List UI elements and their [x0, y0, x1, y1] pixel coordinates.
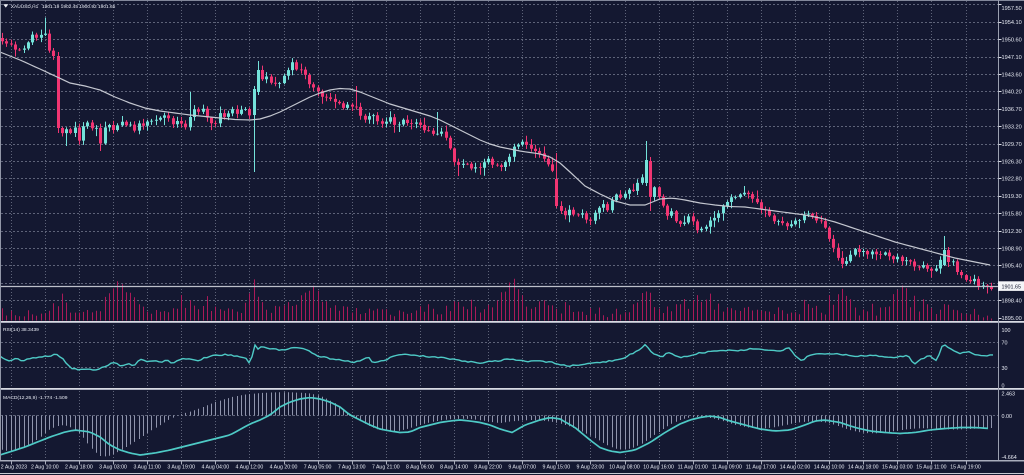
svg-text:2 Aug 2023: 2 Aug 2023 [1, 465, 27, 471]
svg-text:8 Aug 14:00: 8 Aug 14:00 [440, 465, 468, 471]
svg-text:8 Aug 22:00: 8 Aug 22:00 [474, 465, 502, 471]
svg-text:1908.90: 1908.90 [1002, 246, 1022, 252]
svg-text:1950.60: 1950.60 [1002, 38, 1022, 44]
svg-text:1901.65: 1901.65 [1002, 284, 1022, 290]
svg-text:1954.10: 1954.10 [1002, 20, 1022, 26]
svg-text:7 Aug 21:00: 7 Aug 21:00 [372, 465, 400, 471]
svg-text:1912.30: 1912.30 [1002, 229, 1022, 235]
svg-text:MACD(12,26,9) -1.774 -1.509: MACD(12,26,9) -1.774 -1.509 [3, 395, 68, 401]
svg-text:0: 0 [1002, 383, 1005, 389]
svg-text:8 Aug 06:00: 8 Aug 06:00 [406, 465, 434, 471]
svg-text:9 Aug 07:00: 9 Aug 07:00 [508, 465, 536, 471]
svg-text:1947.10: 1947.10 [1002, 55, 1022, 61]
svg-text:-4.664: -4.664 [1002, 455, 1017, 461]
svg-text:14 Aug 18:00: 14 Aug 18:00 [848, 465, 879, 471]
svg-text:1922.80: 1922.80 [1002, 177, 1022, 183]
svg-text:4 Aug 20:00: 4 Aug 20:00 [270, 465, 298, 471]
svg-text:1933.20: 1933.20 [1002, 125, 1022, 131]
svg-text:1943.60: 1943.60 [1002, 72, 1022, 78]
svg-text:14 Aug 02:00: 14 Aug 02:00 [780, 465, 811, 471]
svg-text:1929.70: 1929.70 [1002, 142, 1022, 148]
svg-text:2.463: 2.463 [1002, 392, 1016, 398]
svg-text:1926.30: 1926.30 [1002, 159, 1022, 165]
svg-text:11 Aug 01:00: 11 Aug 01:00 [678, 465, 708, 471]
svg-text:9 Aug 23:00: 9 Aug 23:00 [577, 465, 605, 471]
svg-text:3 Aug 11:00: 3 Aug 11:00 [133, 465, 160, 471]
svg-text:9 Aug 15:00: 9 Aug 15:00 [542, 465, 570, 471]
svg-text:7 Aug 13:00: 7 Aug 13:00 [338, 465, 366, 471]
svg-text:11 Aug 09:00: 11 Aug 09:00 [712, 465, 742, 471]
svg-text:2 Aug 10:00: 2 Aug 10:00 [31, 465, 59, 471]
svg-text:XAUUSD,H1 1901.19 1902.45 190: XAUUSD,H1 1901.19 1902.45 1900.92 1901.6… [11, 4, 116, 10]
svg-text:1895.00: 1895.00 [1002, 316, 1022, 322]
svg-text:15 Aug 11:00: 15 Aug 11:00 [916, 465, 946, 471]
svg-text:4 Aug 04:00: 4 Aug 04:00 [201, 465, 229, 471]
svg-text:14 Aug 10:00: 14 Aug 10:00 [814, 465, 845, 471]
svg-text:2 Aug 18:00: 2 Aug 18:00 [65, 465, 93, 471]
svg-text:30: 30 [1002, 366, 1008, 372]
svg-text:1898.40: 1898.40 [1002, 299, 1022, 305]
svg-text:3 Aug 03:00: 3 Aug 03:00 [99, 465, 127, 471]
svg-text:7 Aug 05:00: 7 Aug 05:00 [304, 465, 332, 471]
svg-text:11 Aug 17:00: 11 Aug 17:00 [746, 465, 776, 471]
svg-text:100: 100 [1002, 328, 1011, 334]
svg-text:4 Aug 12:00: 4 Aug 12:00 [236, 465, 264, 471]
svg-text:1919.30: 1919.30 [1002, 194, 1022, 200]
svg-text:70: 70 [1002, 340, 1008, 346]
svg-text:10 Aug 08:00: 10 Aug 08:00 [609, 465, 640, 471]
svg-text:10 Aug 16:00: 10 Aug 16:00 [643, 465, 674, 471]
svg-text:1936.70: 1936.70 [1002, 107, 1022, 113]
svg-text:3 Aug 19:00: 3 Aug 19:00 [167, 465, 195, 471]
svg-text:1957.50: 1957.50 [1002, 6, 1022, 12]
svg-text:RSI(14) 38.3439: RSI(14) 38.3439 [3, 327, 39, 333]
svg-text:15 Aug 03:00: 15 Aug 03:00 [882, 465, 913, 471]
svg-text:1940.20: 1940.20 [1002, 90, 1022, 96]
svg-text:0.00: 0.00 [1002, 414, 1013, 420]
svg-text:1905.40: 1905.40 [1002, 264, 1022, 270]
svg-text:15 Aug 19:00: 15 Aug 19:00 [950, 465, 981, 471]
svg-text:1915.80: 1915.80 [1002, 212, 1022, 218]
